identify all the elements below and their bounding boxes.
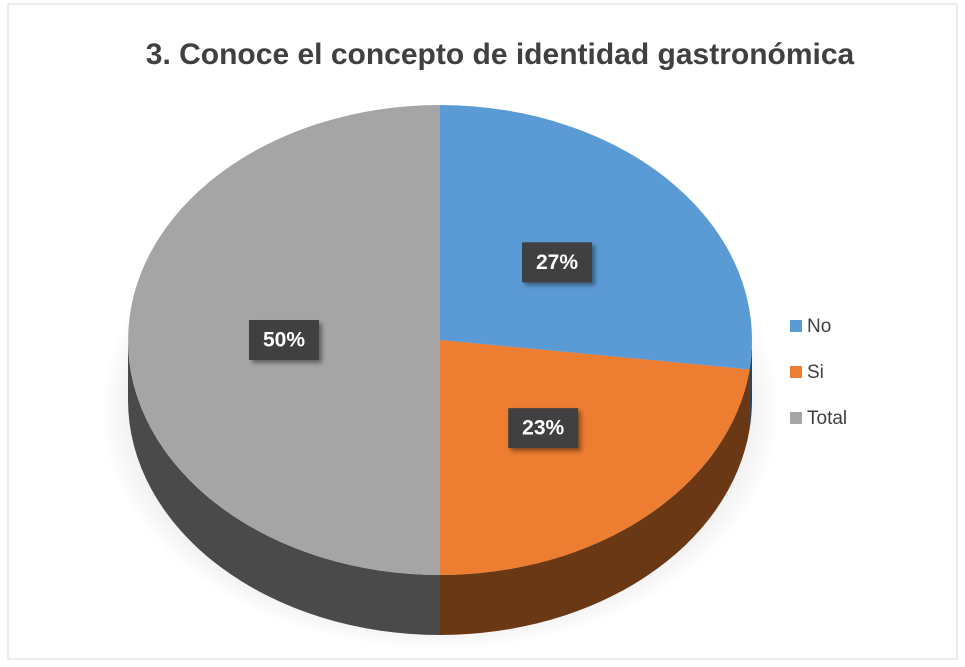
data-label-text: 27% [536,251,578,274]
legend-label: No [807,316,831,337]
pie-slice [440,105,753,370]
pie-slice [440,340,750,575]
data-label: 50% [249,320,319,360]
data-label-text: 50% [263,329,305,352]
chart-title: 3. Conoce el concepto de identidad gastr… [146,38,855,71]
legend-label: Total [807,408,847,429]
legend-swatch [790,412,802,424]
data-label-box [522,242,593,283]
data-label-box [508,408,579,449]
data-label-box [249,320,319,360]
pie-side [440,369,750,635]
pie-side [128,340,440,635]
legend-swatch [790,320,802,332]
data-label: 27% [522,242,593,283]
legend-label: Si [807,362,824,383]
data-label-text: 23% [522,417,564,440]
data-label: 23% [508,408,579,449]
legend-swatch [790,366,802,378]
pie-side [749,340,752,430]
